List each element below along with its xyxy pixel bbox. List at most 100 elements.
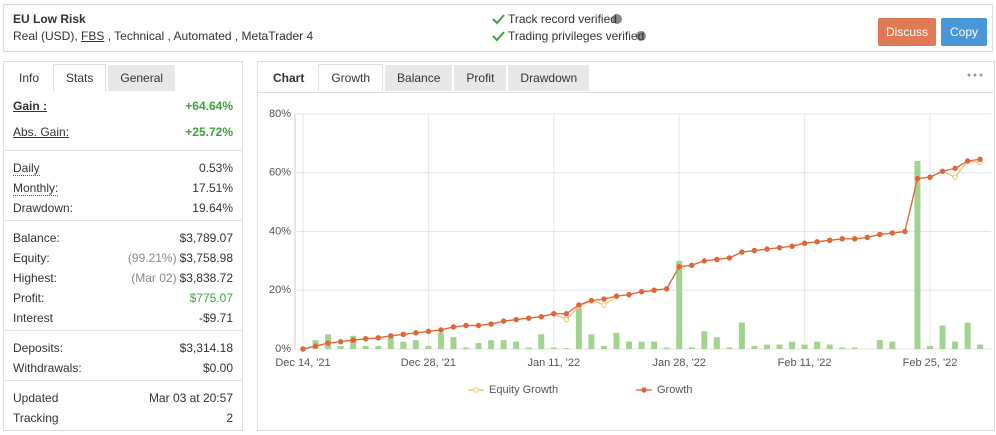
bar [751,346,758,349]
bar [651,341,658,349]
tabs: Chart Growth Balance Profit Drawdown [261,64,591,91]
bar [801,344,808,349]
bar [738,322,745,349]
stat-row: Abs. Gain: +25.72% [13,122,233,142]
tab[interactable]: Stats [53,64,107,91]
bar [488,340,495,349]
stat-label: Updated [13,391,59,405]
bar [575,307,582,349]
bar [588,334,595,349]
bar [952,341,959,349]
tab[interactable]: General [108,65,176,91]
stat-label: Gain : [13,99,48,113]
bar [412,340,419,349]
stat-value: $3,789.07 [180,228,233,248]
point [551,311,557,317]
point [638,289,645,295]
verification: Track record verified [508,12,617,26]
point [626,291,632,298]
stat-value-text: Mar 03 at 20:57 [148,391,233,405]
bar [375,346,382,349]
detail: , Technical , Automated , MetaTrader 4 [104,29,314,43]
stat-label: Profit: [13,291,45,305]
point [363,336,369,342]
detail: Real (USD), [13,29,82,43]
point [337,338,344,345]
separator [4,330,242,331]
stat-value: -$9.71 [199,308,233,328]
legend-label: Growth [657,384,692,396]
stat-value-text: +64.64% [185,99,233,113]
stat-row: Equity: (99.21%) $3,758.98 [13,248,233,268]
bar [789,341,796,349]
point [488,321,494,327]
stat-row: Withdrawals: $0.00 [13,358,233,378]
bar [437,332,444,349]
point [413,330,419,336]
bar [362,346,369,349]
tab[interactable]: Balance [385,65,453,91]
tab: Chart [261,65,317,91]
stat-value: (Mar 02) $3,838.72 [131,268,233,288]
stat-value: $0.00 [203,358,233,378]
bar [626,341,633,349]
broker-link[interactable]: FBS [81,29,105,43]
title: EU Low Risk [13,12,86,26]
point [952,165,958,172]
legend-marker [473,387,479,393]
header: EU Low Risk Real (USD), FBS , Technical … [3,4,993,52]
tab[interactable]: Profit [454,65,507,91]
bar [475,343,482,349]
point [952,174,958,180]
stat-label: Highest: [13,271,58,285]
point [601,296,607,302]
stat-value: +25.72% [185,122,233,142]
stat-label: Tracking [13,411,59,425]
bar [676,260,683,349]
bar [525,347,532,349]
chart-panel: Chart Growth Balance Profit Drawdown [257,61,995,431]
bar [513,341,520,349]
stat-label: Interest [13,311,54,325]
stat-label: Equity: [13,251,50,265]
details: Real (USD), FBS , Technical , Automated … [13,29,313,43]
point [739,249,745,255]
point [776,244,783,251]
point [751,247,758,254]
menu-icon[interactable] [966,72,986,78]
verification: Trading privileges verified [508,29,645,43]
stat-label: Balance: [13,231,60,245]
point [864,234,870,241]
bar [939,325,946,349]
point [964,158,971,164]
stat-row: Daily 0.53% [13,158,233,178]
stat-value: 2 [226,408,233,428]
copy-button[interactable]: Copy [941,18,987,46]
verify-icons [492,14,646,42]
point [852,236,858,242]
point [877,231,883,238]
bar [337,346,344,349]
stat-value-text: +25.72% [185,125,233,139]
legend-marker [641,387,647,393]
bar [563,348,570,349]
bar [977,344,984,349]
bar [425,346,432,349]
stat-value-text: 19.64% [192,201,233,215]
tab[interactable]: Drawdown [508,65,590,91]
bar [851,347,858,349]
point [588,297,595,304]
point [312,343,319,349]
bar [638,341,645,349]
tab[interactable]: Growth [318,64,384,91]
bar [889,341,896,349]
discuss-button[interactable]: Discuss [878,18,936,46]
point [388,333,394,339]
separator [4,150,242,151]
point [325,340,331,346]
chart: 0% 20% 40% 60% 80% Dec 14, '21 Dec 28, '21 Jan … [269,108,991,396]
point [977,156,983,162]
point [814,239,820,245]
tab[interactable]: Info [7,65,52,91]
